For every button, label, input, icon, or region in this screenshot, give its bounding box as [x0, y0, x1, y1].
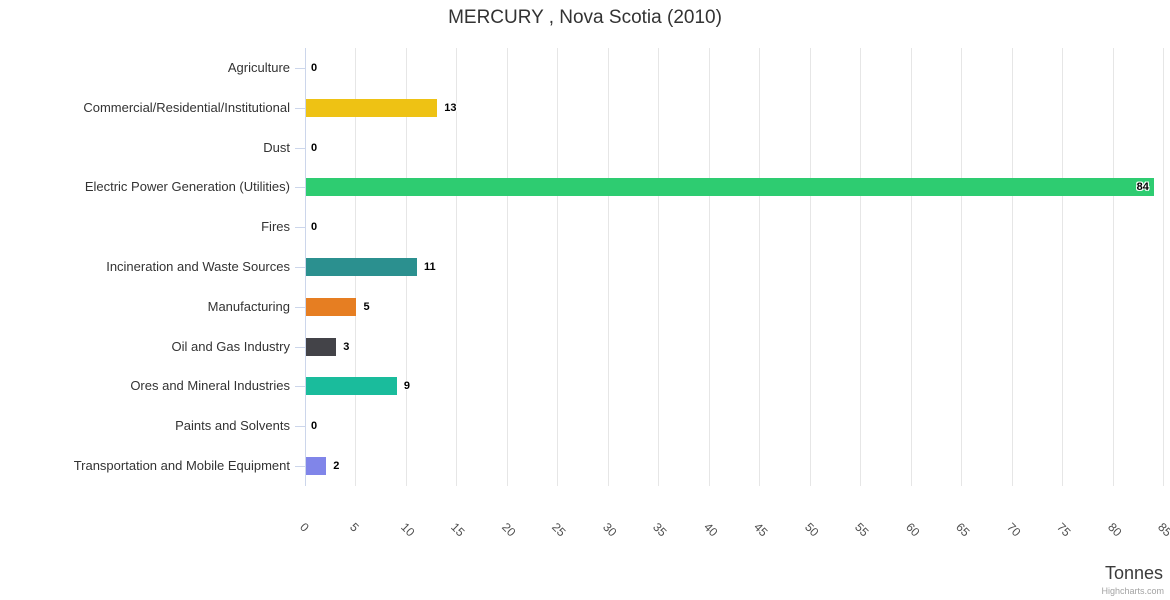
- gridline: [1011, 48, 1013, 486]
- category-axis-tick: [295, 227, 305, 229]
- data-label-incineration-and-waste-sources: 11: [424, 261, 436, 273]
- value-axis-tick-label: 45: [751, 520, 771, 540]
- category-axis-tick: [295, 466, 305, 468]
- data-label-dust: 0: [311, 141, 318, 154]
- data-label-ores-and-mineral-industries: 9: [403, 380, 410, 393]
- gridline: [1112, 48, 1114, 486]
- value-axis-tick-label: 80: [1104, 520, 1124, 540]
- bar-electric-power-generation-utilities[interactable]: [306, 178, 1154, 197]
- category-label-manufacturing: Manufacturing: [207, 298, 290, 314]
- gridline: [557, 48, 559, 486]
- category-label-transportation-and-mobile-equipment: Transportation and Mobile Equipment: [73, 458, 290, 474]
- data-label-electric-power-generation-utilities: 84: [1136, 181, 1149, 194]
- gridline: [1163, 48, 1164, 486]
- gridline: [1062, 48, 1064, 486]
- category-label-oil-and-gas-industry: Oil and Gas Industry: [171, 338, 291, 354]
- value-axis-tick-label: 0: [297, 520, 312, 535]
- value-axis-tick-label: 5: [347, 520, 363, 535]
- value-axis-tick-label: 65: [953, 520, 973, 540]
- data-label-paints-and-solvents: 0: [311, 420, 318, 433]
- value-axis-tick-label: 75: [1054, 520, 1074, 540]
- category-label-incineration-and-waste-sources: Incineration and Waste Sources: [106, 259, 290, 274]
- gridline: [910, 48, 912, 486]
- value-axis-tick-label: 70: [1003, 520, 1024, 540]
- value-axis-tick-label: 35: [650, 520, 670, 540]
- value-axis-tick-label: 25: [549, 520, 569, 540]
- category-label-ores-and-mineral-industries: Ores and Mineral Industries: [130, 378, 290, 394]
- gridline: [759, 48, 761, 486]
- category-axis-tick: [295, 267, 305, 268]
- category-axis-tick: [295, 306, 305, 308]
- gridline: [456, 48, 458, 486]
- value-axis-tick-label: 60: [902, 520, 923, 540]
- bar-commercial-residential-institutional[interactable]: [306, 98, 438, 117]
- category-axis-tick: [295, 107, 305, 109]
- value-axis-tick-label: 85: [1155, 520, 1170, 540]
- data-label-oil-and-gas-industry: 3: [343, 340, 350, 353]
- gridline: [607, 48, 609, 486]
- gridline: [658, 48, 660, 486]
- bar-ores-and-mineral-industries[interactable]: [306, 377, 397, 396]
- category-axis-tick: [295, 386, 305, 388]
- category-axis-tick: [295, 147, 305, 149]
- value-axis-tick-label: 30: [599, 520, 620, 540]
- gridline: [961, 48, 963, 486]
- data-label-transportation-and-mobile-equipment: 2: [333, 460, 340, 473]
- value-axis-title: Tonnes: [1104, 563, 1163, 583]
- value-axis-tick-label: 55: [852, 520, 872, 540]
- category-label-fires: Fires: [261, 219, 290, 235]
- category-label-electric-power-generation-utilities: Electric Power Generation (Utilities): [84, 179, 290, 195]
- chart-title: MERCURY , Nova Scotia (2010): [448, 7, 722, 28]
- category-axis-line: [305, 48, 306, 486]
- category-axis-tick: [295, 67, 305, 69]
- bar-transportation-and-mobile-equipment[interactable]: [306, 457, 327, 476]
- value-axis-tick-label: 50: [801, 520, 822, 540]
- highcharts-credits-link[interactable]: Highcharts.com: [1101, 586, 1164, 596]
- gridline: [860, 48, 862, 486]
- value-axis-tick-label: 10: [398, 520, 418, 540]
- category-label-dust: Dust: [263, 139, 290, 155]
- category-label-agriculture: Agriculture: [227, 59, 290, 75]
- bar-oil-and-gas-industry[interactable]: [306, 337, 337, 356]
- gridline: [506, 48, 508, 486]
- category-axis-tick: [295, 346, 305, 348]
- bar-incineration-and-waste-sources[interactable]: [306, 258, 418, 276]
- data-label-manufacturing: 5: [363, 300, 370, 313]
- value-axis-tick-label: 15: [448, 520, 468, 540]
- category-label-paints-and-solvents: Paints and Solvents: [175, 418, 290, 434]
- category-axis-tick: [295, 187, 305, 189]
- category-axis-tick: [295, 426, 305, 428]
- gridline: [708, 48, 710, 486]
- category-label-commercial-residential-institutional: Commercial/Residential/Institutional: [83, 99, 290, 115]
- bar-manufacturing[interactable]: [306, 297, 357, 316]
- data-label-fires: 0: [311, 221, 318, 234]
- value-axis-tick-label: 20: [498, 520, 519, 540]
- gridline: [809, 48, 811, 486]
- data-label-commercial-residential-institutional: 13: [444, 101, 457, 114]
- value-axis-tick-label: 40: [700, 520, 721, 540]
- data-label-agriculture: 0: [311, 61, 318, 74]
